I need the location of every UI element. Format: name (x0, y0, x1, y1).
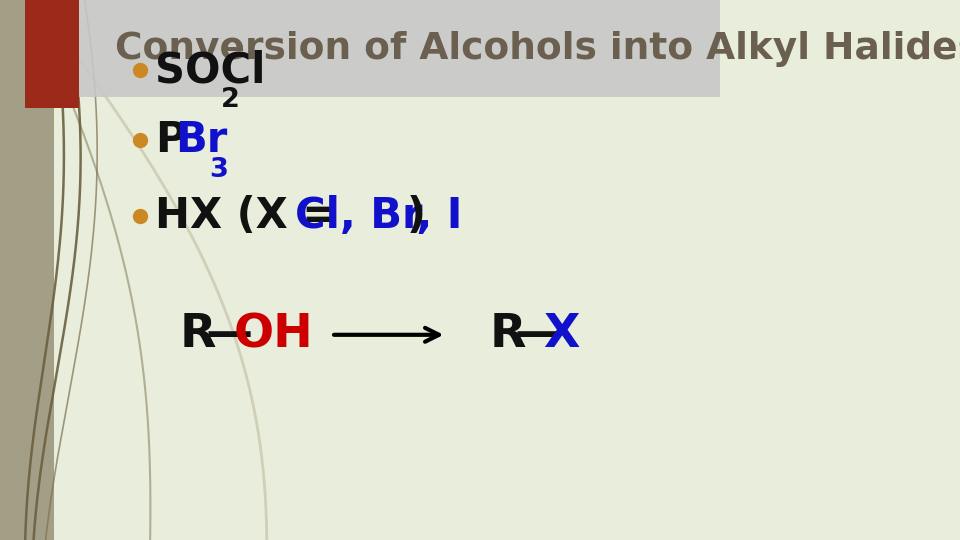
Text: Conversion of Alcohols into Alkyl Halides: Conversion of Alcohols into Alkyl Halide… (115, 31, 960, 66)
Text: Cl, Br, I: Cl, Br, I (295, 195, 463, 237)
Text: R: R (490, 312, 526, 357)
Bar (54, 0, 720, 97)
Text: ): ) (407, 195, 426, 237)
Text: OH: OH (234, 312, 314, 357)
Bar (0, 0, 54, 540)
Text: —: — (515, 312, 562, 357)
Text: X: X (543, 312, 580, 357)
Text: 2: 2 (221, 87, 240, 113)
Text: SOCl: SOCl (155, 49, 265, 91)
Text: HX (X =: HX (X = (155, 195, 351, 237)
Text: P: P (155, 119, 185, 161)
Text: 3: 3 (209, 157, 228, 183)
Text: —: — (205, 312, 252, 357)
Text: R: R (180, 312, 217, 357)
Bar (25, 0, 79, 108)
Text: Br: Br (175, 119, 228, 161)
